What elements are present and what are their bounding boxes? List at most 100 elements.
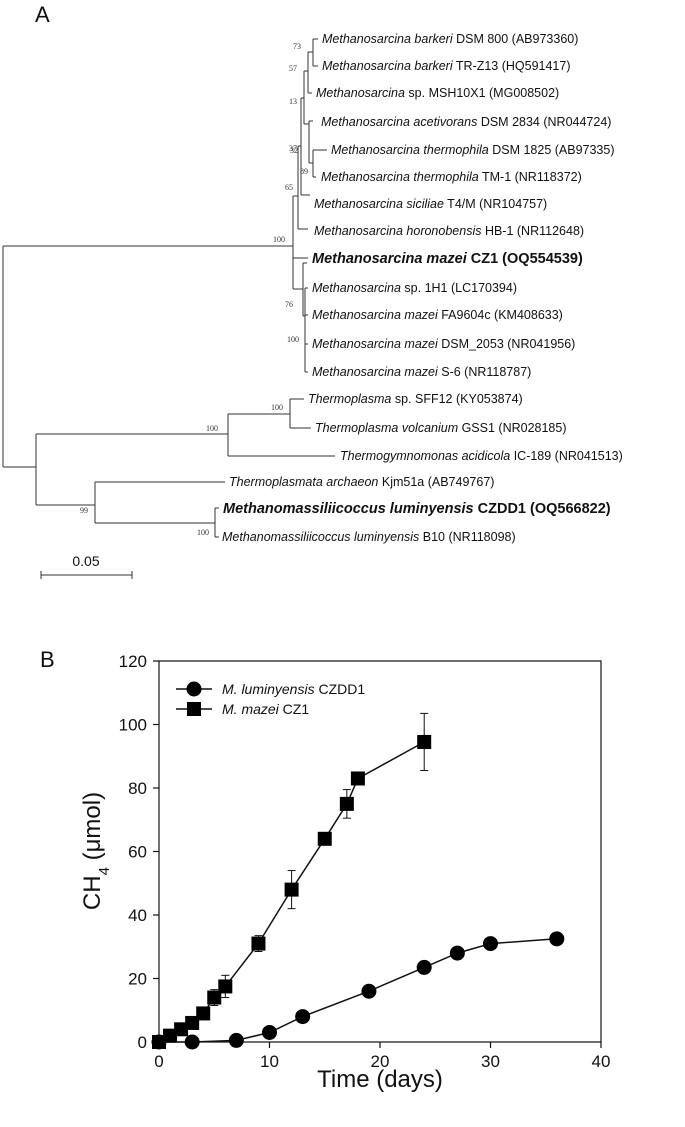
- leaf-label: Methanosarcina horonobensis HB-1 (NR1126…: [314, 224, 584, 238]
- leaf-name-italic: Thermoplasma: [308, 392, 391, 406]
- y-axis-title-main: CH: [79, 875, 106, 910]
- scale-bar-label: 0.05: [72, 553, 99, 569]
- leaf-name-italic: Methanosarcina thermophila: [331, 143, 489, 157]
- bootstrap-value: 99: [80, 506, 88, 515]
- leaf-label: Thermoplasmata archaeon Kjm51a (AB749767…: [229, 475, 494, 489]
- leaf-label-highlighted: Methanosarcina mazei CZ1 (OQ554539): [312, 251, 583, 267]
- leaf-label: Thermoplasma sp. SFF12 (KY053874): [308, 392, 523, 406]
- leaf-label: Methanosarcina sp. 1H1 (LC170394): [312, 281, 517, 295]
- leaf-name-italic: Methanosarcina barkeri: [322, 32, 454, 46]
- leaf-label: Methanosarcina mazei FA9604c (KM408633): [312, 308, 563, 322]
- leaf-name-italic: Methanosarcina: [312, 281, 401, 295]
- data-point-square: [152, 1035, 166, 1049]
- bootstrap-value: 37: [289, 144, 297, 153]
- leaf-label: Methanosarcina thermophila TM-1 (NR11837…: [321, 170, 582, 184]
- leaf-name-italic: Methanosarcina mazei: [312, 251, 468, 267]
- x-axis-title: Time (days): [317, 1066, 443, 1093]
- y-tick-label: 120: [119, 652, 147, 671]
- bootstrap-value: 100: [206, 424, 218, 433]
- legend-series-italic: M. mazei: [222, 701, 280, 717]
- tree-scale-bar: 0.05: [40, 553, 133, 579]
- leaf-label: Methanosarcina barkeri DSM 800 (AB973360…: [322, 32, 578, 46]
- bootstrap-value: 100: [287, 335, 299, 344]
- leaf-name-italic: Methanosarcina siciliae: [314, 197, 444, 211]
- data-point-circle: [184, 1034, 200, 1050]
- legend-series-rest: CZDD1: [315, 681, 366, 697]
- leaf-name-rest: sp. SFF12 (KY053874): [391, 392, 522, 406]
- data-point-square: [339, 796, 354, 811]
- leaf-name-italic: Methanosarcina mazei: [312, 308, 439, 322]
- data-point-square: [196, 1006, 211, 1021]
- data-point-circle: [416, 959, 432, 975]
- x-tick-label: 40: [592, 1052, 611, 1071]
- y-tick-label: 0: [138, 1033, 147, 1052]
- leaf-name-italic: Thermogymnomonas acidicola: [340, 449, 510, 463]
- data-point-square: [350, 771, 365, 786]
- data-point-square: [218, 979, 233, 994]
- leaf-label: Methanosarcina thermophila DSM 1825 (AB9…: [331, 143, 615, 157]
- leaf-name-rest: DSM 2834 (NR044724): [477, 115, 611, 129]
- leaf-name-italic: Methanosarcina horonobensis: [314, 224, 481, 238]
- leaf-name-italic: Methanosarcina: [316, 86, 405, 100]
- leaf-name-rest: TM-1 (NR118372): [479, 170, 582, 184]
- legend-series-rest: CZ1: [279, 701, 310, 717]
- tree-leaf-labels: Methanosarcina barkeri DSM 800 (AB973360…: [222, 32, 623, 544]
- leaf-name-italic: Thermoplasma volcanium: [315, 421, 458, 435]
- chart-marks: 0 10 20 30 40 0 20 40 60 80 100 120: [119, 652, 611, 1071]
- legend-circle-marker: [186, 681, 202, 697]
- leaf-name-rest: sp. 1H1 (LC170394): [401, 281, 517, 295]
- data-point-circle: [295, 1009, 311, 1025]
- leaf-name-italic: Methanomassiliicoccus luminyensis: [222, 530, 419, 544]
- data-point-circle: [449, 945, 465, 961]
- leaf-name-italic: Methanosarcina mazei: [312, 365, 439, 379]
- leaf-name-rest: sp. MSH10X1 (MG008502): [405, 86, 559, 100]
- leaf-name-rest: CZDD1 (OQ566822): [474, 501, 611, 517]
- leaf-name-italic: Methanosarcina mazei: [312, 337, 439, 351]
- leaf-name-italic: Methanosarcina barkeri: [322, 59, 454, 73]
- data-point-square: [251, 936, 266, 951]
- leaf-name-rest: CZ1 (OQ554539): [467, 251, 583, 267]
- x-tick-label: 20: [371, 1052, 390, 1071]
- leaf-name-rest: GSS1 (NR028185): [458, 421, 566, 435]
- y-axis-title-subscript: 4: [96, 867, 113, 875]
- y-tick-label: 100: [119, 716, 147, 735]
- y-tick-label: 60: [128, 843, 147, 862]
- leaf-name-rest: B10 (NR118098): [419, 530, 515, 544]
- leaf-name-rest: T4/M (NR104757): [444, 197, 547, 211]
- series-line-0: [159, 938, 557, 1043]
- leaf-name-rest: S-6 (NR118787): [438, 365, 532, 379]
- data-point-circle: [549, 931, 565, 947]
- leaf-label: Methanosarcina acetivorans DSM 2834 (NR0…: [321, 115, 611, 129]
- y-axis-title: CH4 (μmol): [79, 792, 113, 910]
- panel-label-a: A: [35, 2, 50, 27]
- data-point-circle: [483, 936, 498, 952]
- legend: M. luminyensis CZDD1 M. mazei CZ1: [176, 681, 365, 717]
- legend-square-marker: [187, 702, 201, 716]
- bootstrap-value: 73: [293, 42, 301, 51]
- leaf-name-rest: Kjm51a (AB749767): [378, 475, 494, 489]
- data-point-square: [163, 1028, 178, 1043]
- leaf-label: Methanomassiliicoccus luminyensis B10 (N…: [222, 530, 516, 544]
- data-point-square: [174, 1022, 189, 1037]
- bootstrap-value: 76: [285, 300, 293, 309]
- tree-bootstrap-values: 73 57 13 37 32 89 65 100 76 100 100 100 …: [80, 42, 308, 537]
- y-tick-label: 80: [128, 779, 147, 798]
- y-tick-label: 40: [128, 906, 147, 925]
- bootstrap-value: 65: [285, 183, 293, 192]
- leaf-name-italic: Methanosarcina thermophila: [321, 170, 479, 184]
- leaf-name-rest: DSM 800 (AB973360): [453, 32, 579, 46]
- data-point-circle: [262, 1024, 277, 1040]
- data-point-square: [207, 990, 222, 1005]
- leaf-name-rest: DSM_2053 (NR041956): [438, 337, 576, 351]
- leaf-label: Thermogymnomonas acidicola IC-189 (NR041…: [340, 449, 623, 463]
- legend-entry: M. luminyensis CZDD1: [222, 681, 365, 697]
- y-tick-label: 20: [128, 970, 147, 989]
- bootstrap-value: 100: [197, 528, 209, 537]
- data-point-square: [417, 734, 432, 749]
- x-tick-label: 0: [154, 1052, 163, 1071]
- leaf-label: Methanosarcina sp. MSH10X1 (MG008502): [316, 86, 559, 100]
- data-point-circle: [361, 983, 377, 999]
- x-tick-label: 10: [260, 1052, 279, 1071]
- leaf-name-rest: HB-1 (NR112648): [481, 224, 584, 238]
